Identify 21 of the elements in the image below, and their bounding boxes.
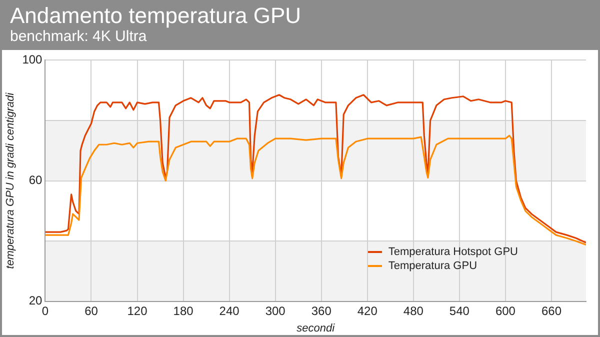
x-tick-label: 300 [265, 304, 286, 318]
x-tick-label: 600 [495, 304, 516, 318]
y-tick-label: 20 [28, 294, 43, 308]
x-tick-label: 0 [42, 304, 49, 318]
chart-title: Andamento temperatura GPU [10, 3, 302, 28]
x-tick-label: 540 [449, 304, 470, 318]
legend-label: Temperatura Hotspot GPU [388, 246, 518, 258]
x-axis-title: secondi [296, 322, 336, 334]
y-tick-label: 100 [22, 52, 43, 67]
x-tick-label: 180 [173, 304, 194, 318]
y-tick-label: 60 [28, 173, 43, 188]
x-tick-label: 240 [219, 304, 240, 318]
x-tick-label: 480 [403, 304, 424, 318]
legend-label: Temperatura GPU [388, 260, 478, 272]
x-tick-label: 60 [84, 304, 98, 318]
x-tick-label: 420 [357, 304, 378, 318]
x-tick-label: 120 [127, 304, 148, 318]
x-tick-label: 360 [311, 304, 332, 318]
chart-subtitle: benchmark: 4K Ultra [10, 28, 148, 46]
y-axis-title: temperatura GPU in gradi centigradi [4, 92, 17, 269]
x-tick-label: 660 [541, 304, 562, 318]
